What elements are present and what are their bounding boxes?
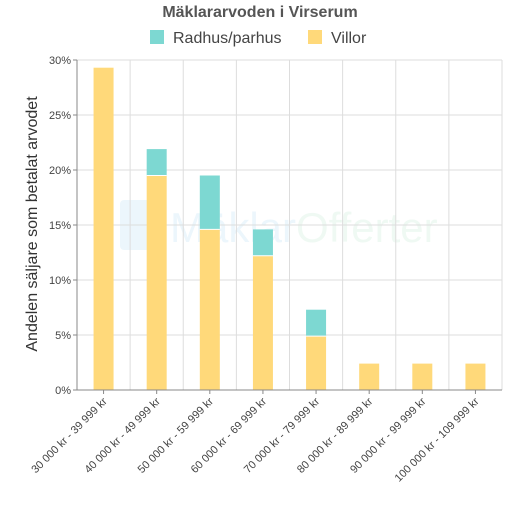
bar-villor[interactable]: [199, 229, 220, 390]
bars: [93, 67, 486, 391]
grid: [76, 59, 503, 391]
legend[interactable]: Radhus/parhus Villor: [150, 30, 367, 47]
y-tick-label: 30%: [49, 55, 71, 67]
bar-villor[interactable]: [252, 255, 273, 390]
y-axis-label: Andelen säljare som betalat arvodet: [24, 96, 41, 352]
bar-radhus-parhus[interactable]: [306, 309, 327, 337]
legend-label: Villor: [331, 30, 367, 47]
bar-villor[interactable]: [359, 363, 380, 390]
y-tick-label: 20%: [49, 165, 71, 177]
legend-item-villor[interactable]: Villor: [308, 30, 367, 47]
chart-title: Mäklararvoden i Virserum: [162, 4, 357, 21]
legend-swatch: [150, 30, 164, 44]
bar-villor[interactable]: [465, 363, 486, 390]
watermark-text-1: Mäklar: [170, 204, 296, 251]
y-tick-label: 15%: [49, 220, 71, 232]
bar-villor[interactable]: [306, 336, 327, 390]
watermark-text-2: Offerter: [296, 204, 438, 251]
y-tick-label: 0%: [55, 385, 71, 397]
y-tick-label: 5%: [55, 330, 71, 342]
svg-text:MäklarOfferter: MäklarOfferter: [170, 204, 438, 251]
bar-villor[interactable]: [412, 363, 433, 390]
legend-item-radhus-parhus[interactable]: Radhus/parhus: [150, 30, 282, 47]
legend-swatch: [308, 30, 322, 44]
y-tick-label: 10%: [49, 275, 71, 287]
legend-label: Radhus/parhus: [173, 30, 282, 47]
bar-radhus-parhus[interactable]: [252, 229, 273, 256]
y-tick-label: 25%: [49, 110, 71, 122]
bar-radhus-parhus[interactable]: [146, 149, 167, 176]
bar-villor[interactable]: [146, 175, 167, 391]
bar-radhus-parhus[interactable]: [199, 175, 220, 230]
bar-villor[interactable]: [93, 67, 114, 390]
